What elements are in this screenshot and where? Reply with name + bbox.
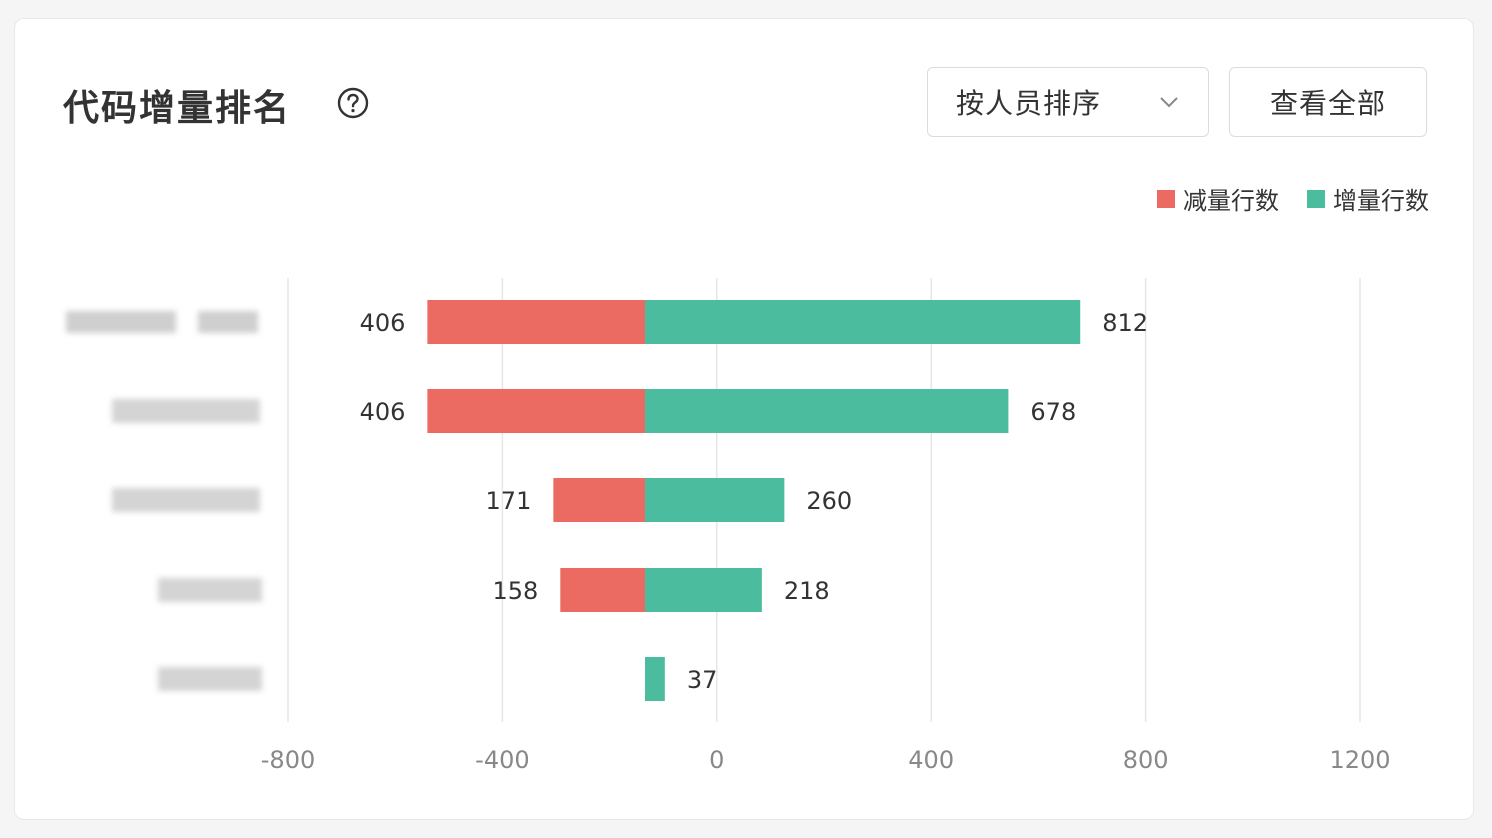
x-tick-label: 0 [709, 746, 724, 774]
data-label-decrease: 406 [360, 309, 406, 337]
data-label-decrease: 171 [486, 487, 532, 515]
x-tick-label: -400 [475, 746, 529, 774]
legend-label-increase: 增量行数 [1333, 187, 1429, 215]
x-tick-label: 800 [1123, 746, 1169, 774]
data-label-increase: 37 [687, 666, 718, 694]
bar-increase[interactable] [645, 568, 762, 612]
view-all-label: 查看全部 [1269, 87, 1386, 120]
category-label-obscured [112, 399, 260, 423]
category-label-obscured [158, 578, 262, 602]
bar-increase[interactable] [645, 389, 1009, 433]
data-label-increase: 260 [806, 487, 852, 515]
category-label-blur-block [198, 311, 258, 333]
question-circle-icon[interactable] [337, 87, 369, 119]
data-label-decrease: 158 [492, 577, 538, 605]
category-label-obscured [112, 488, 260, 512]
data-label-increase: 218 [784, 577, 830, 605]
bar-decrease[interactable] [560, 568, 645, 612]
legend-item-decrease[interactable]: 减量行数 [1157, 181, 1279, 216]
chevron-down-icon [1160, 97, 1178, 108]
bar-increase[interactable] [645, 478, 785, 522]
bar-decrease[interactable] [427, 300, 645, 344]
sort-select-label: 按人员排序 [956, 87, 1102, 120]
category-label-blur-block [158, 578, 262, 602]
category-label-blur-block [66, 311, 176, 333]
bar-increase[interactable] [645, 657, 665, 701]
x-tick-label: 1200 [1329, 746, 1390, 774]
bar-decrease[interactable] [553, 478, 645, 522]
data-label-decrease: 406 [360, 398, 406, 426]
data-label-increase: 812 [1102, 309, 1148, 337]
category-label-obscured [66, 311, 258, 333]
category-label-blur-block [112, 399, 260, 423]
legend-item-increase[interactable]: 增量行数 [1307, 181, 1429, 216]
legend-swatch-increase [1307, 189, 1325, 208]
x-tick-label: -800 [261, 746, 315, 774]
data-label-increase: 678 [1030, 398, 1076, 426]
x-tick-label: 400 [908, 746, 954, 774]
legend-swatch-decrease [1157, 189, 1175, 208]
bar-increase[interactable] [645, 300, 1081, 344]
chart-legend: 减量行数 增量行数 [1129, 181, 1429, 216]
sort-select[interactable]: 按人员排序 [927, 67, 1209, 137]
category-label-blur-block [158, 667, 262, 691]
bar-decrease[interactable] [427, 389, 645, 433]
legend-label-decrease: 减量行数 [1183, 187, 1279, 215]
view-all-button[interactable]: 查看全部 [1229, 67, 1427, 137]
category-label-blur-block [112, 488, 260, 512]
category-label-obscured [158, 667, 262, 691]
page-title: 代码增量排名 [63, 88, 292, 129]
